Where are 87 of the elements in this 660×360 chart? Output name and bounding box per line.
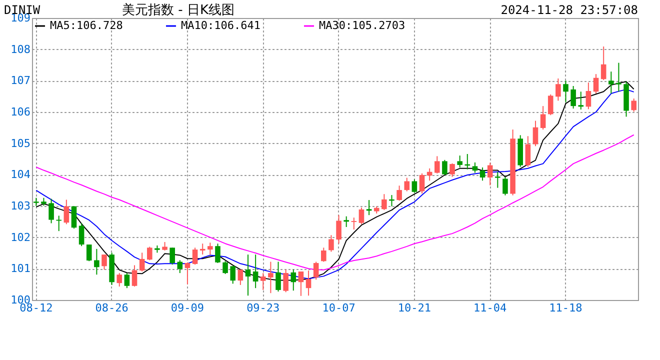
candlestick <box>344 216 349 228</box>
candlestick <box>139 252 145 272</box>
candlestick <box>586 82 592 110</box>
candlestick <box>328 234 334 252</box>
candlestick <box>608 71 614 94</box>
x-tick-label: 09-23 <box>246 302 280 314</box>
y-tick-label: 107 <box>10 74 30 88</box>
candlestick <box>252 254 258 289</box>
candlestick <box>283 269 288 293</box>
candlestick <box>450 162 455 178</box>
candlestick <box>290 269 296 292</box>
candlestick <box>306 270 312 296</box>
candlestick <box>298 270 304 296</box>
candlestick <box>64 199 70 225</box>
candlestick <box>593 74 599 94</box>
candlestick <box>502 176 508 196</box>
candlestick <box>177 260 183 274</box>
chart-title: 美元指数 - 日K线图 <box>122 2 234 18</box>
candlestick <box>442 159 448 176</box>
candlestick <box>434 156 440 174</box>
candlestick <box>321 247 326 262</box>
candlestick <box>200 243 206 256</box>
candlestick <box>268 261 274 294</box>
y-tick-label: 106 <box>10 106 30 118</box>
candlestick <box>563 80 568 103</box>
candlestick <box>548 94 554 116</box>
candlestick <box>94 248 100 276</box>
candlestick <box>170 247 175 266</box>
candlestick <box>351 217 357 230</box>
candlestick <box>578 91 584 110</box>
candlestick <box>480 166 486 182</box>
candlestick <box>78 222 84 247</box>
candlestick <box>184 262 190 285</box>
legend-label: MA30:105.2703 <box>319 19 406 32</box>
x-tick-label: 08-26 <box>95 302 128 314</box>
y-tick-label: 104 <box>10 168 31 182</box>
candlestick <box>215 243 220 264</box>
candlestick <box>208 242 213 256</box>
candlestick <box>382 194 387 211</box>
candlestick <box>556 78 561 102</box>
candlestick <box>404 177 410 192</box>
text: 2024-11-28 23:57:08 <box>500 3 638 17</box>
candlestick <box>616 62 622 92</box>
x-tick-label: 10-21 <box>398 302 431 314</box>
candlestick <box>86 244 92 262</box>
candlestick <box>71 206 77 230</box>
legend-label: MA5:106.728 <box>50 19 123 32</box>
legend-label: MA10:106.641 <box>181 19 260 32</box>
candlestick <box>260 272 266 290</box>
candlestick <box>525 136 531 168</box>
candlestick <box>222 260 228 274</box>
candlestick <box>600 46 606 81</box>
candlestick <box>230 266 236 284</box>
candlestick <box>336 214 342 244</box>
candlestick <box>631 98 636 112</box>
candlestick <box>570 85 576 110</box>
candlestick <box>313 261 319 280</box>
candlestick <box>276 261 281 292</box>
candlestick <box>48 198 54 224</box>
candlestick <box>412 178 418 194</box>
candlestick <box>396 185 402 202</box>
x-tick-label: 10-07 <box>322 302 356 314</box>
y-tick-label: 102 <box>10 230 30 244</box>
candlestick <box>487 162 493 186</box>
candlestick <box>419 172 425 194</box>
candlestick <box>116 272 122 288</box>
candlestick <box>532 120 538 147</box>
candlestick <box>238 269 244 286</box>
candlestick <box>495 171 500 188</box>
candlestick <box>366 200 372 216</box>
y-tick-label: 103 <box>10 200 30 212</box>
x-tick-label: 09-09 <box>170 302 204 314</box>
candlestick <box>132 264 138 288</box>
candlestick <box>472 162 478 174</box>
candlestick <box>540 106 546 130</box>
candlestick <box>457 155 462 168</box>
candlestick <box>192 247 198 266</box>
y-tick-label: 105 <box>10 136 30 150</box>
x-tick-label: 11-18 <box>549 302 582 314</box>
candlestick <box>245 254 251 296</box>
y-tick-label: 108 <box>10 42 30 56</box>
y-tick-label: 101 <box>10 262 30 276</box>
x-tick-label: 11-04 <box>474 302 508 314</box>
candlestick <box>358 207 364 225</box>
candlestick <box>102 254 107 270</box>
candlestick <box>146 246 152 261</box>
candlestick <box>124 272 130 289</box>
